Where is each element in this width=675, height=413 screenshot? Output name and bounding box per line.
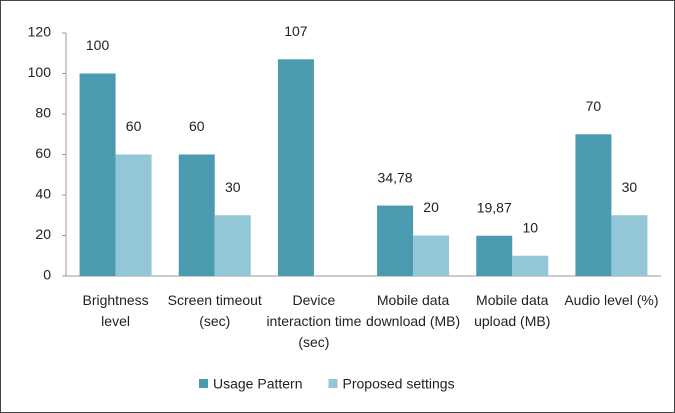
x-tick-label: Audio level (%)	[564, 292, 659, 308]
data-label: 10	[522, 219, 538, 235]
legend-label: Usage Pattern	[213, 376, 303, 392]
data-label: 34,78	[378, 169, 413, 185]
x-tick-label: Brightness level	[82, 292, 149, 329]
data-label: 30	[622, 179, 638, 195]
data-label: 19,87	[477, 199, 512, 215]
data-label: 107	[284, 23, 308, 39]
bar	[476, 235, 513, 276]
x-tick-label: Mobile data upload (MB)	[474, 292, 551, 329]
x-tick-label: Screen timeout (sec)	[167, 292, 262, 329]
data-label: 20	[423, 199, 439, 215]
y-tick-label: 0	[43, 267, 51, 283]
x-tick-label: Device interaction time (sec)	[266, 292, 362, 350]
data-label: 70	[586, 98, 602, 114]
bar	[377, 205, 414, 276]
bar	[115, 154, 152, 276]
bar	[413, 235, 450, 276]
bar	[214, 215, 251, 276]
y-tick-label: 120	[28, 24, 52, 40]
y-tick-label: 100	[28, 64, 52, 80]
data-label: 100	[86, 37, 110, 53]
legend-swatch	[199, 379, 208, 388]
bar	[277, 59, 314, 277]
y-tick-label: 20	[35, 226, 51, 242]
data-label: 30	[225, 179, 241, 195]
bar	[79, 73, 116, 276]
y-tick-label: 80	[35, 105, 51, 121]
legend-swatch	[328, 379, 338, 388]
x-tick-label: Mobile data download (MB)	[366, 292, 461, 329]
data-label: 60	[126, 118, 142, 134]
y-tick-label: 60	[35, 145, 51, 161]
data-label: 60	[189, 118, 205, 134]
bar	[575, 134, 612, 276]
bar	[178, 154, 215, 276]
bar	[611, 215, 648, 276]
bar	[512, 255, 549, 276]
legend-label: Proposed settings	[343, 376, 455, 392]
y-tick-label: 40	[35, 186, 51, 202]
